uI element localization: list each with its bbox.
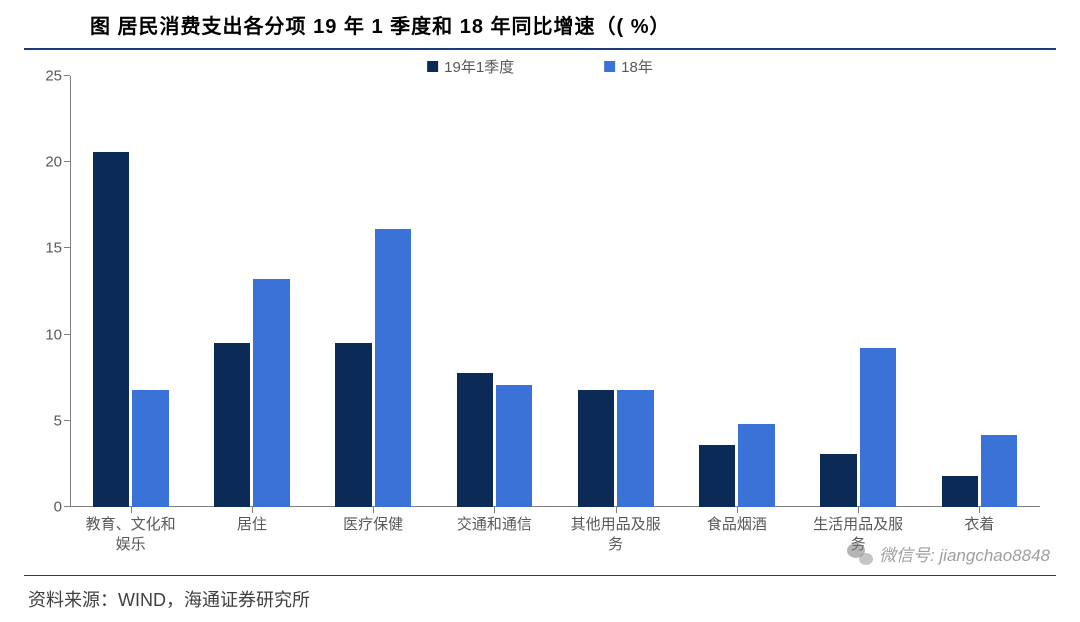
legend-label: 19年1季度: [444, 56, 514, 77]
legend-label: 18年: [621, 56, 653, 77]
bar: [214, 343, 250, 507]
bar: [699, 445, 735, 507]
bar: [375, 229, 411, 507]
bar-group: 医疗保健: [313, 76, 434, 507]
y-tick-mark: [64, 506, 70, 507]
y-tick-mark: [64, 161, 70, 162]
chart-title: 图 居民消费支出各分项 19 年 1 季度和 18 年同比增速（( %）: [90, 10, 671, 39]
y-tick-label: 25: [45, 68, 70, 85]
y-tick-label: 15: [45, 240, 70, 257]
bar-group: 居住: [191, 76, 312, 507]
x-tick-label: 衣着: [919, 507, 1040, 535]
bar-group: 生活用品及服务: [798, 76, 919, 507]
bar-groups: 教育、文化和娱乐居住医疗保健交通和通信其他用品及服务食品烟酒生活用品及服务衣着: [70, 76, 1040, 507]
bar: [457, 373, 493, 507]
legend: 19年1季度 18年: [427, 56, 653, 77]
source-text: 资料来源：WIND，海通证券研究所: [0, 582, 1080, 622]
x-tick-label: 教育、文化和娱乐: [70, 507, 191, 554]
x-tick-label: 医疗保健: [313, 507, 434, 535]
y-tick-mark: [64, 334, 70, 335]
bar: [253, 279, 289, 507]
bar: [93, 152, 129, 507]
source-divider: [24, 575, 1056, 576]
bar: [132, 390, 168, 507]
bar: [335, 343, 371, 507]
bar: [617, 390, 653, 507]
x-tick-label: 食品烟酒: [676, 507, 797, 535]
watermark-text: 微信号: jiangchao8848: [879, 541, 1050, 566]
bar: [738, 424, 774, 507]
y-tick-label: 20: [45, 154, 70, 171]
legend-swatch: [427, 61, 438, 72]
legend-swatch: [604, 61, 615, 72]
watermark: 微信号: jiangchao8848: [847, 541, 1050, 566]
x-tick-label: 其他用品及服务: [555, 507, 676, 554]
y-tick-label: 5: [54, 412, 70, 429]
wechat-icon: [847, 543, 873, 565]
bar: [496, 385, 532, 507]
y-tick-label: 10: [45, 326, 70, 343]
bar: [942, 476, 978, 507]
bar: [820, 454, 856, 507]
bar: [860, 348, 896, 507]
plot-region: 教育、文化和娱乐居住医疗保健交通和通信其他用品及服务食品烟酒生活用品及服务衣着 …: [70, 76, 1040, 507]
title-underline: [24, 48, 1056, 50]
bar-group: 食品烟酒: [676, 76, 797, 507]
bar: [981, 435, 1017, 507]
chart-area: 19年1季度 18年 教育、文化和娱乐居住医疗保健交通和通信其他用品及服务食品烟酒…: [0, 56, 1080, 517]
y-tick-mark: [64, 75, 70, 76]
y-tick-mark: [64, 420, 70, 421]
legend-item: 18年: [604, 56, 653, 77]
bar-group: 教育、文化和娱乐: [70, 76, 191, 507]
x-tick-label: 交通和通信: [434, 507, 555, 535]
bar-group: 衣着: [919, 76, 1040, 507]
y-tick-label: 0: [54, 499, 70, 516]
x-tick-label: 居住: [191, 507, 312, 535]
y-tick-mark: [64, 247, 70, 248]
chart-title-bar: 图 居民消费支出各分项 19 年 1 季度和 18 年同比增速（( %）: [0, 0, 1080, 48]
bar-group: 其他用品及服务: [555, 76, 676, 507]
bar-group: 交通和通信: [434, 76, 555, 507]
bar: [578, 390, 614, 507]
legend-item: 19年1季度: [427, 56, 514, 77]
